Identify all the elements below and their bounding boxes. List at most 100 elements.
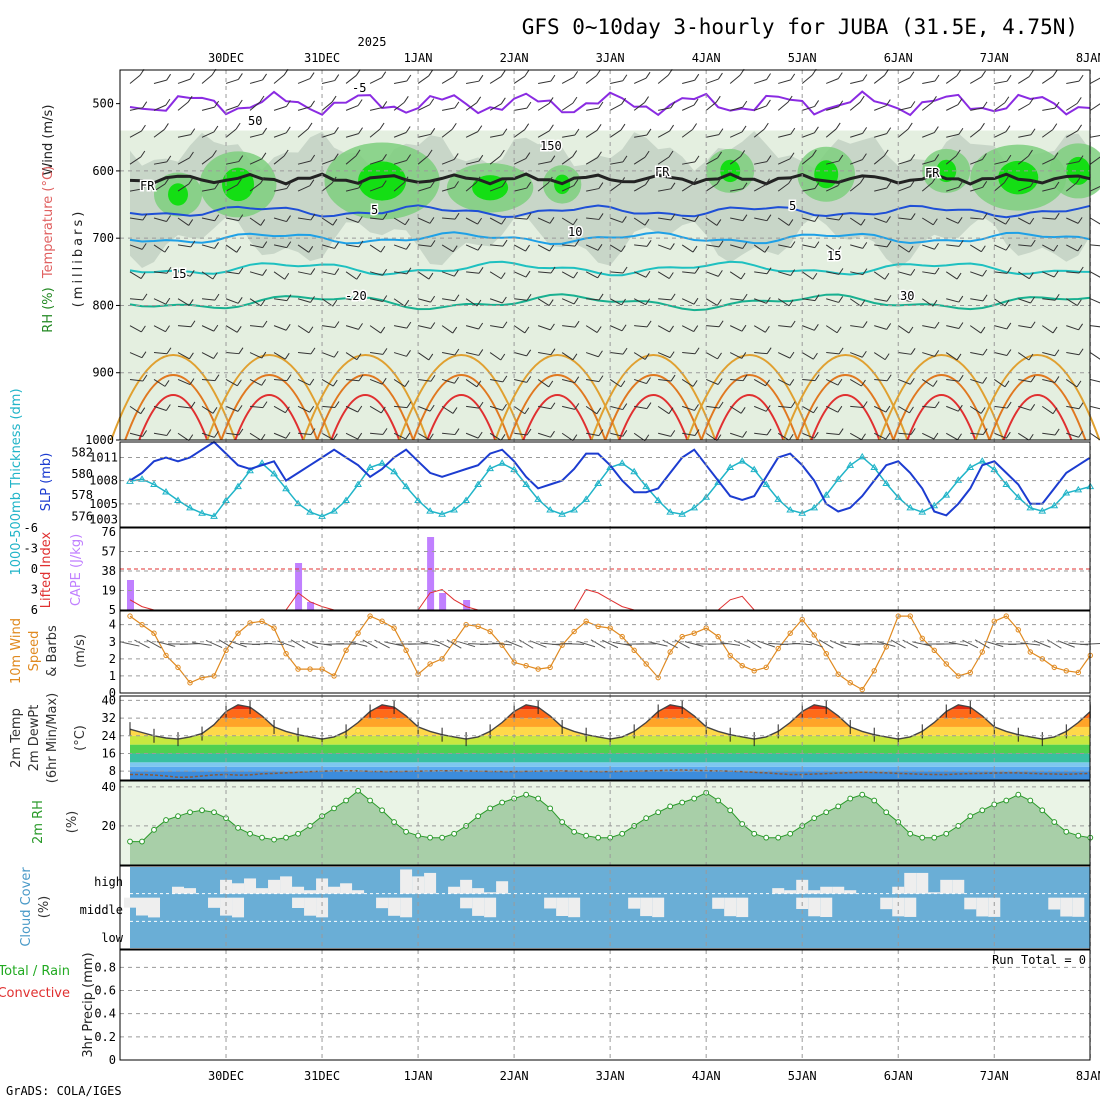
wind-barb: [802, 132, 815, 138]
wind-barb: [874, 325, 887, 330]
wind-barb: [874, 244, 888, 248]
wind-barb-flag: [670, 430, 676, 437]
wind-barb: [417, 217, 431, 224]
wind-barb-flag: [381, 377, 387, 385]
temp-band: [130, 744, 1090, 754]
wind-barb: [129, 352, 143, 359]
wind-barb-flag: [358, 181, 364, 189]
wind-barb-flag: [261, 152, 267, 160]
wind-barb-flag: [382, 428, 388, 435]
wind-barb: [273, 155, 285, 165]
upper-ylabel-rh: RH (%): [41, 287, 56, 332]
rh-point: [439, 834, 445, 841]
axis-ticks: 5006007008009001000100310051008101157657…: [24, 51, 1100, 1083]
wind-barb-flag: [572, 96, 578, 104]
wind-barb-flag: [188, 219, 194, 226]
wind-barb-flag: [451, 122, 457, 130]
li-ylabel: Lifted Index: [39, 531, 54, 608]
surface-wind-barb: [840, 642, 861, 646]
wind-barb: [970, 432, 984, 436]
wind-barb-flag: [958, 322, 964, 329]
wind-barb: [609, 325, 623, 332]
cloud-high-gap: [916, 872, 929, 894]
wind-barb-flag: [1028, 272, 1034, 279]
wind-barb: [874, 217, 887, 223]
rh-point: [595, 834, 602, 841]
wind-barb-flag: [524, 407, 530, 415]
wind-barb-flag: [574, 376, 580, 383]
wind-barb: [1066, 102, 1078, 111]
thickness-point: [570, 506, 579, 513]
wind-barb-flag: [692, 245, 698, 253]
thickness-point: [438, 510, 446, 517]
wind-barb-flag: [142, 293, 148, 301]
wind-barb-flag: [1052, 123, 1058, 130]
wind-barb: [586, 378, 600, 383]
wind-speed-point: [835, 671, 841, 677]
wind-barb-flag: [404, 380, 410, 387]
wind-barb-flag: [141, 243, 147, 250]
wind-speed-point: [859, 686, 865, 693]
thickness-point: [1050, 501, 1059, 509]
wind-barb: [297, 106, 311, 111]
wind-barb-flag: [501, 296, 507, 304]
wind-barb-flag: [694, 266, 700, 274]
wind-barb-flag: [789, 152, 795, 160]
rh-point: [151, 826, 157, 833]
cloud-high-gap: [172, 886, 185, 894]
wind-barb: [345, 271, 358, 280]
wind-barb-flag: [526, 349, 532, 357]
day-label-top: 5JAN: [788, 51, 817, 65]
temp-band: [130, 771, 1090, 780]
wind-barb: [970, 186, 983, 192]
temp-ylabel-3: (6hr Min/Max): [45, 693, 60, 783]
warm-arch-5-1: [604, 374, 703, 441]
thickness-point: [1074, 485, 1083, 493]
wind-barb: [321, 101, 333, 111]
warm-arch-3-1: [412, 374, 511, 441]
wind-barb: [777, 298, 790, 307]
wind-barb: [633, 217, 646, 226]
wind-barb: [1018, 186, 1031, 192]
wind-speed-point: [739, 662, 745, 669]
wind-barb-flag: [645, 71, 651, 79]
upper-ylabel-temp: Temperature (°C): [41, 166, 56, 279]
wind-barb: [538, 80, 552, 84]
thickness-point: [582, 495, 591, 502]
day-label-top: 7JAN: [980, 51, 1009, 65]
wind-barb: [537, 432, 551, 438]
upper-ylabel-units: (millibars): [71, 209, 86, 308]
wind-barb-flag: [428, 69, 434, 77]
wind-barb: [153, 352, 167, 355]
rh-point: [295, 830, 301, 837]
wind-barb: [417, 271, 430, 280]
wind-barb: [225, 432, 239, 436]
rh-point: [499, 799, 506, 806]
wind-barb: [537, 379, 550, 388]
cloud-mid-gap: [316, 897, 329, 918]
wind-barb: [970, 159, 983, 165]
wind-barb-flag: [428, 272, 434, 280]
wind-barb: [393, 182, 405, 192]
wind-barb: [153, 379, 166, 387]
wind-barb: [946, 217, 959, 224]
wind-barb: [273, 188, 287, 192]
day-label-top: 30DEC: [208, 51, 244, 65]
wind-barb: [465, 352, 479, 356]
wind-barb-flag: [334, 242, 339, 249]
wind-barb-flag: [716, 177, 722, 185]
warm-arch-6-2: [714, 394, 785, 441]
thickness-point: [486, 464, 494, 472]
cloud-level-low: low: [101, 931, 123, 945]
wind-barb: [778, 79, 791, 84]
wind-barb-flag: [405, 126, 411, 133]
wind-barb: [970, 217, 984, 220]
wind-barb-flag: [740, 407, 746, 414]
rh-area: [130, 790, 1091, 865]
wind-barb: [297, 128, 309, 138]
wind-barb: [610, 161, 624, 165]
thickness-point: [558, 510, 567, 517]
cloud-high-gap: [940, 879, 953, 894]
wind-barb: [561, 102, 574, 111]
wind-barb-flag: [165, 404, 171, 411]
